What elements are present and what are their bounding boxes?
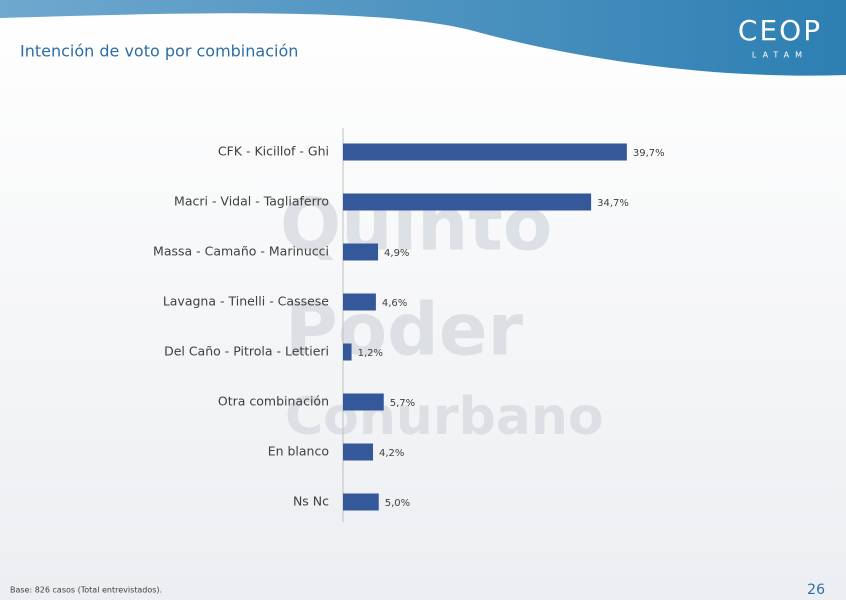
page-number: 26	[807, 582, 825, 598]
value-label: 4,9%	[384, 248, 409, 259]
category-label: En blanco	[268, 444, 329, 459]
category-label: CFK - Kicillof - Ghi	[218, 144, 329, 159]
category-label: Macri - Vidal - Tagliaferro	[174, 194, 329, 209]
bar	[343, 493, 379, 511]
bar	[343, 143, 627, 161]
category-label: Ns Nc	[293, 494, 329, 509]
value-label: 34,7%	[597, 198, 629, 209]
bar	[343, 243, 379, 261]
value-label: 5,7%	[390, 398, 415, 409]
watermark: Conurbano	[285, 387, 604, 447]
bar	[343, 393, 384, 411]
category-label: Massa - Camaño - Marinucci	[153, 244, 329, 259]
value-label: 5,0%	[385, 498, 410, 509]
watermark: Poder	[285, 288, 524, 372]
category-label: Lavagna - Tinelli - Cassese	[163, 294, 329, 309]
category-label: Otra combinación	[218, 394, 329, 409]
value-label: 4,2%	[379, 448, 404, 459]
logo: CEOP	[738, 14, 822, 47]
chart-title: Intención de voto por combinación	[20, 42, 298, 61]
footer-note: Base: 826 casos (Total entrevistados).	[10, 586, 162, 595]
bar	[343, 193, 592, 211]
bar	[343, 293, 376, 311]
value-label: 1,2%	[358, 348, 383, 359]
bar	[343, 343, 352, 361]
logo-sub: LATAM	[752, 51, 808, 60]
value-label: 39,7%	[633, 148, 665, 159]
bar	[343, 443, 374, 461]
value-label: 4,6%	[382, 298, 407, 309]
category-label: Del Caño - Pitrola - Lettieri	[164, 344, 329, 359]
header-band	[0, 0, 846, 76]
